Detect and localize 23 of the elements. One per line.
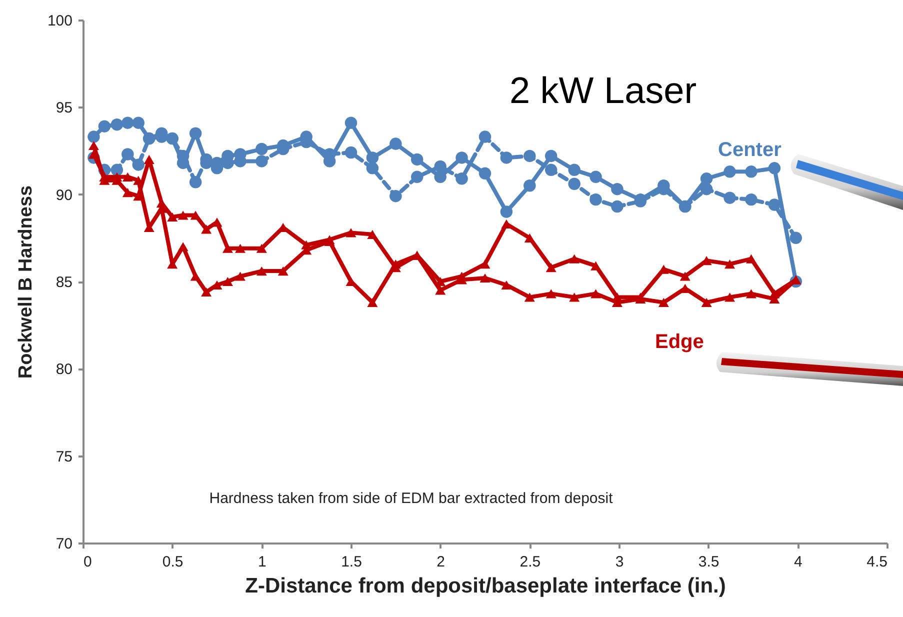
x-tick-label: 4	[794, 554, 802, 570]
y-tick-label: 80	[56, 361, 72, 378]
y-tick-label: 100	[47, 12, 72, 30]
x-tick-label: 4.5	[866, 554, 888, 570]
y-tick-label: 75	[56, 448, 72, 466]
y-tick-label: 85	[56, 274, 72, 291]
x-tick-label: 3	[615, 554, 624, 570]
x-tick-label: 1	[258, 554, 266, 570]
x-tick-label: 2	[436, 554, 446, 570]
y-tick-label: 90	[56, 186, 72, 204]
x-tick-label: 2.5	[520, 554, 541, 570]
series-label: Edge	[655, 331, 704, 353]
y-axis-title: Rockwell B Hardness	[15, 185, 36, 379]
x-tick-label: 3.5	[698, 554, 720, 570]
series-label: Center	[718, 139, 782, 161]
text: 2 kW Laser	[509, 70, 697, 111]
y-tick-label: 95	[56, 100, 72, 117]
y-tick-label: 70	[56, 536, 72, 552]
x-axis-title: Z-Distance from deposit/baseplate interface (in.)	[245, 574, 726, 598]
annotation: Hardness taken from side of EDM bar extracted from deposit	[209, 490, 614, 507]
x-tick-label: 0.5	[162, 554, 184, 570]
x-tick-label: 1.5	[341, 554, 362, 570]
x-tick-label: 0	[84, 554, 92, 570]
